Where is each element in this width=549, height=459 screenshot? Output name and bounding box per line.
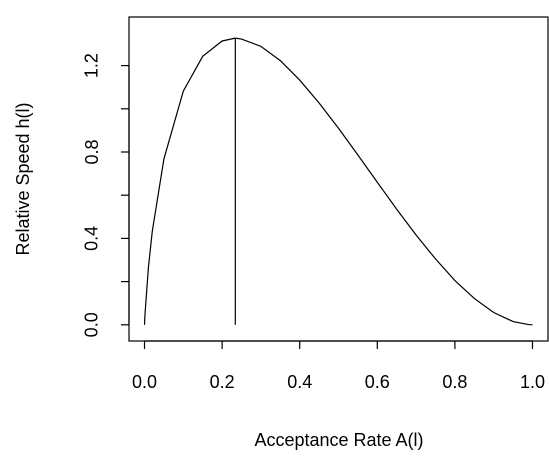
y-tick-label: 0.8 [82,139,102,164]
curve [143,37,533,326]
x-tick-label: 0.4 [287,372,312,392]
y-tick-label: 0.4 [82,226,102,251]
x-tick-label: 1.0 [520,372,545,392]
x-tick-label: 0.2 [210,372,235,392]
x-tick-label: 0.6 [365,372,390,392]
y-axis-title: Relative Speed h(l) [13,102,33,255]
plot-box [128,16,549,342]
y-tick-label: 1.2 [82,53,102,78]
x-tick-label: 0.8 [442,372,467,392]
x-tick-label: 0.0 [132,372,157,392]
x-axis-title: Acceptance Rate A(l) [254,430,423,450]
y-tick-label: 0.0 [82,312,102,337]
